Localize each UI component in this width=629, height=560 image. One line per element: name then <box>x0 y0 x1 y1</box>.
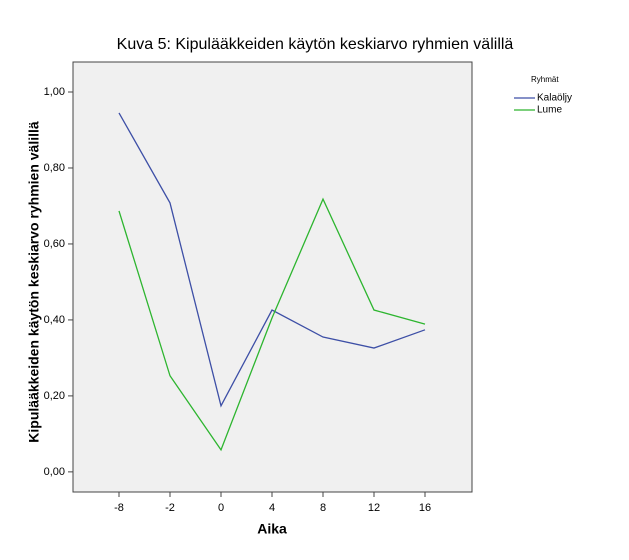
x-axis-label: Aika <box>257 521 287 537</box>
y-tick-label: 0,00 <box>44 466 65 478</box>
y-axis-label: Kipulääkkeiden käytön keskiarvo ryhmien … <box>26 121 42 443</box>
y-tick-label: 0,60 <box>44 238 65 250</box>
y-tick-label: 0,80 <box>44 162 65 174</box>
y-tick-label: 1,00 <box>44 86 65 98</box>
series-line <box>118 112 426 408</box>
chart-title: Kuva 5: Kipulääkkeiden käytön keskiarvo … <box>117 36 514 53</box>
x-tick-label: -2 <box>165 502 175 514</box>
x-tick-label: -8 <box>114 502 124 514</box>
x-tick-label: 4 <box>269 502 275 514</box>
legend-label: Lume <box>537 105 562 116</box>
legend-label: Kalaöljy <box>537 93 572 104</box>
legend-title: Ryhmät <box>531 75 559 84</box>
series-line <box>118 197 426 452</box>
x-tick-label: 8 <box>320 502 326 514</box>
x-tick-label: 0 <box>218 502 224 514</box>
x-tick-label: 12 <box>368 502 380 514</box>
plot-area <box>72 61 473 493</box>
y-tick-label: 0,20 <box>44 390 65 402</box>
x-tick-label: 16 <box>419 502 431 514</box>
y-tick-label: 0,40 <box>44 314 65 326</box>
